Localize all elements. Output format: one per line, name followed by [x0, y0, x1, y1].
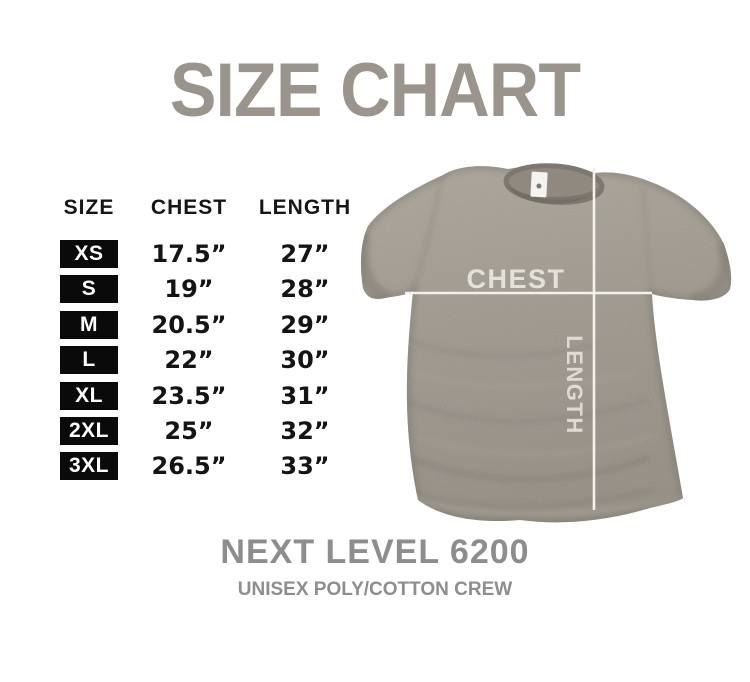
column-header-size: SIZE	[63, 196, 115, 219]
chest-value: 22”	[164, 346, 214, 375]
length-value: 32”	[280, 416, 330, 445]
table-row: XS 17.5” 27”	[55, 240, 355, 268]
size-badge: XL	[60, 381, 118, 410]
tshirt-photo: CHEST LENGTH	[355, 148, 750, 533]
length-value: 31”	[280, 381, 330, 410]
product-name: NEXT LEVEL 6200	[220, 533, 530, 571]
size-badge: S	[60, 275, 118, 304]
collar	[503, 163, 605, 205]
product-subtitle: UNISEX POLY/COTTON CREW	[237, 579, 513, 600]
length-label: LENGTH	[562, 335, 587, 434]
length-value: 29”	[280, 310, 330, 339]
page-title: SIZE CHART	[169, 48, 581, 133]
size-badge: 3XL	[60, 452, 118, 481]
column-header-length: LENGTH	[258, 196, 352, 219]
chest-value: 26.5”	[151, 452, 227, 481]
table-row: S 19” 28”	[55, 275, 355, 304]
size-badge: M	[60, 310, 118, 339]
table-body: XS 17.5” 27” S 19” 28” M 20.5” 29” L 22”…	[55, 240, 355, 481]
chest-value: 23.5”	[151, 381, 227, 410]
brand-logo-icon	[536, 183, 542, 189]
size-badge: 2XL	[60, 416, 118, 445]
size-table: SIZE CHEST LENGTH XS 17.5” 27” S 19” 28”…	[55, 196, 355, 481]
chest-value: 17.5”	[151, 240, 227, 268]
fabric-shading	[360, 166, 732, 522]
size-badge: L	[60, 346, 118, 375]
table-row: XL 23.5” 31”	[55, 381, 355, 410]
length-value: 33”	[280, 452, 330, 481]
chest-value: 19”	[164, 275, 214, 304]
length-value: 28”	[280, 275, 330, 304]
table-row: 3XL 26.5” 33”	[55, 452, 355, 481]
chest-value: 20.5”	[151, 310, 227, 339]
size-badge: XS	[60, 240, 118, 268]
table-row: M 20.5” 29”	[55, 310, 355, 339]
tshirt-svg: CHEST LENGTH	[360, 163, 732, 523]
chest-label: CHEST	[466, 264, 565, 294]
table-header-row: SIZE CHEST LENGTH	[55, 196, 355, 220]
length-value: 30”	[280, 346, 330, 375]
table-row: L 22” 30”	[55, 346, 355, 375]
chest-value: 25”	[164, 416, 214, 445]
collar-label	[530, 171, 548, 198]
length-value: 27”	[280, 240, 330, 268]
table-row: 2XL 25” 32”	[55, 416, 355, 445]
column-header-chest: CHEST	[150, 196, 228, 219]
collar-shadow	[508, 186, 600, 204]
